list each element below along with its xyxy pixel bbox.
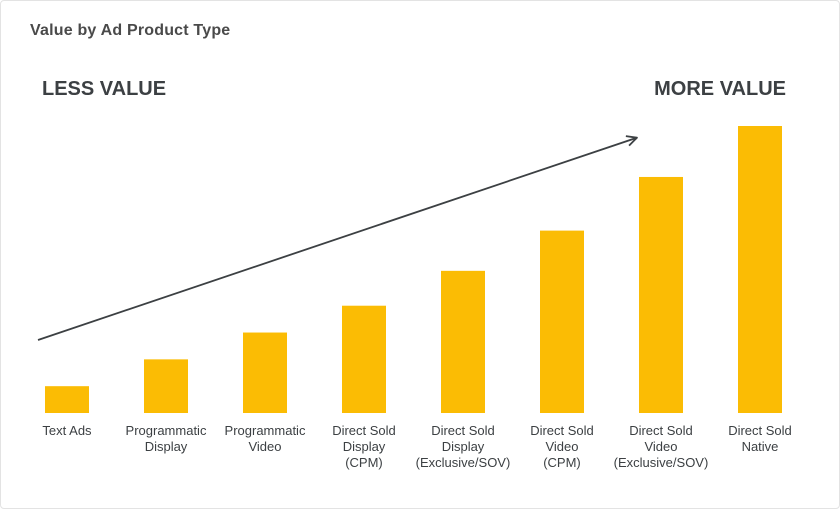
category-label-line: Text Ads [42,423,92,438]
category-label-line: Display [343,439,386,454]
category-label-line: Display [145,439,188,454]
bar-6 [639,176,683,413]
bar-2 [243,332,287,413]
less-value-label: LESS VALUE [42,78,167,100]
category-label-line: Video [644,439,677,454]
category-label-line: (CPM) [543,455,581,470]
category-label-line: Direct Sold [530,423,594,438]
category-label-7: Direct Sold Native [728,423,792,454]
category-label-line: Direct Sold [629,423,693,438]
bar-series [45,126,782,413]
category-label-6: Direct Sold Video (Exclusive/SOV) [614,423,709,470]
category-label-line: Direct Sold [728,423,792,438]
category-label-line: Direct Sold [431,423,495,438]
bar-7 [738,126,782,413]
category-label-line: (CPM) [345,455,383,470]
category-label-4: Direct Sold Display (Exclusive/SOV) [416,423,511,470]
category-label-1: Programmatic Display [126,423,207,454]
bar-5 [540,230,584,413]
category-label-line: Display [442,439,485,454]
category-label-5: Direct Sold Video (CPM) [530,423,594,470]
trend-arrow [37,135,638,341]
bar-0 [45,386,89,413]
category-label-line: Programmatic [126,423,207,438]
bar-4 [441,270,485,413]
bar-1 [144,359,188,413]
more-value-label: MORE VALUE [654,78,786,100]
category-label-2: Programmatic Video [225,423,306,454]
chart-title: Value by Ad Product Type [30,22,231,39]
bar-3 [342,305,386,413]
category-label-line: (Exclusive/SOV) [416,455,511,470]
category-label-line: (Exclusive/SOV) [614,455,709,470]
category-label-0: Text Ads [42,423,92,438]
category-label-line: Programmatic [225,423,306,438]
category-label-line: Native [742,439,779,454]
category-label-line: Video [545,439,578,454]
category-label-line: Direct Sold [332,423,396,438]
category-label-line: Video [248,439,281,454]
category-label-3: Direct Sold Display (CPM) [332,423,396,470]
